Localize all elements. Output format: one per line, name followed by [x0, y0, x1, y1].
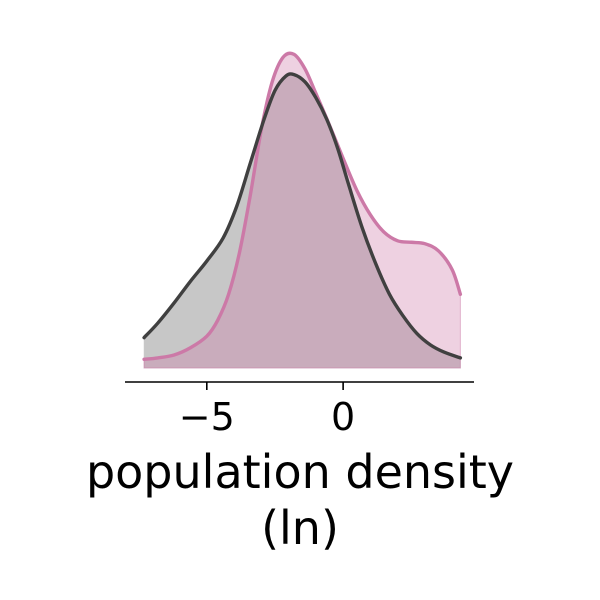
x-tick-label: −5: [179, 395, 235, 439]
x-axis-label-line-2: (ln): [261, 501, 339, 555]
x-tick-label: 0: [331, 395, 355, 439]
density-line-2: [142, 51, 463, 362]
x-axis-label-line-1: population density: [86, 445, 514, 499]
density-line-1: [142, 72, 463, 360]
density-lines: [142, 51, 463, 362]
density-areas: [143, 52, 461, 369]
x-axis-ticks: −5 0: [179, 382, 355, 439]
